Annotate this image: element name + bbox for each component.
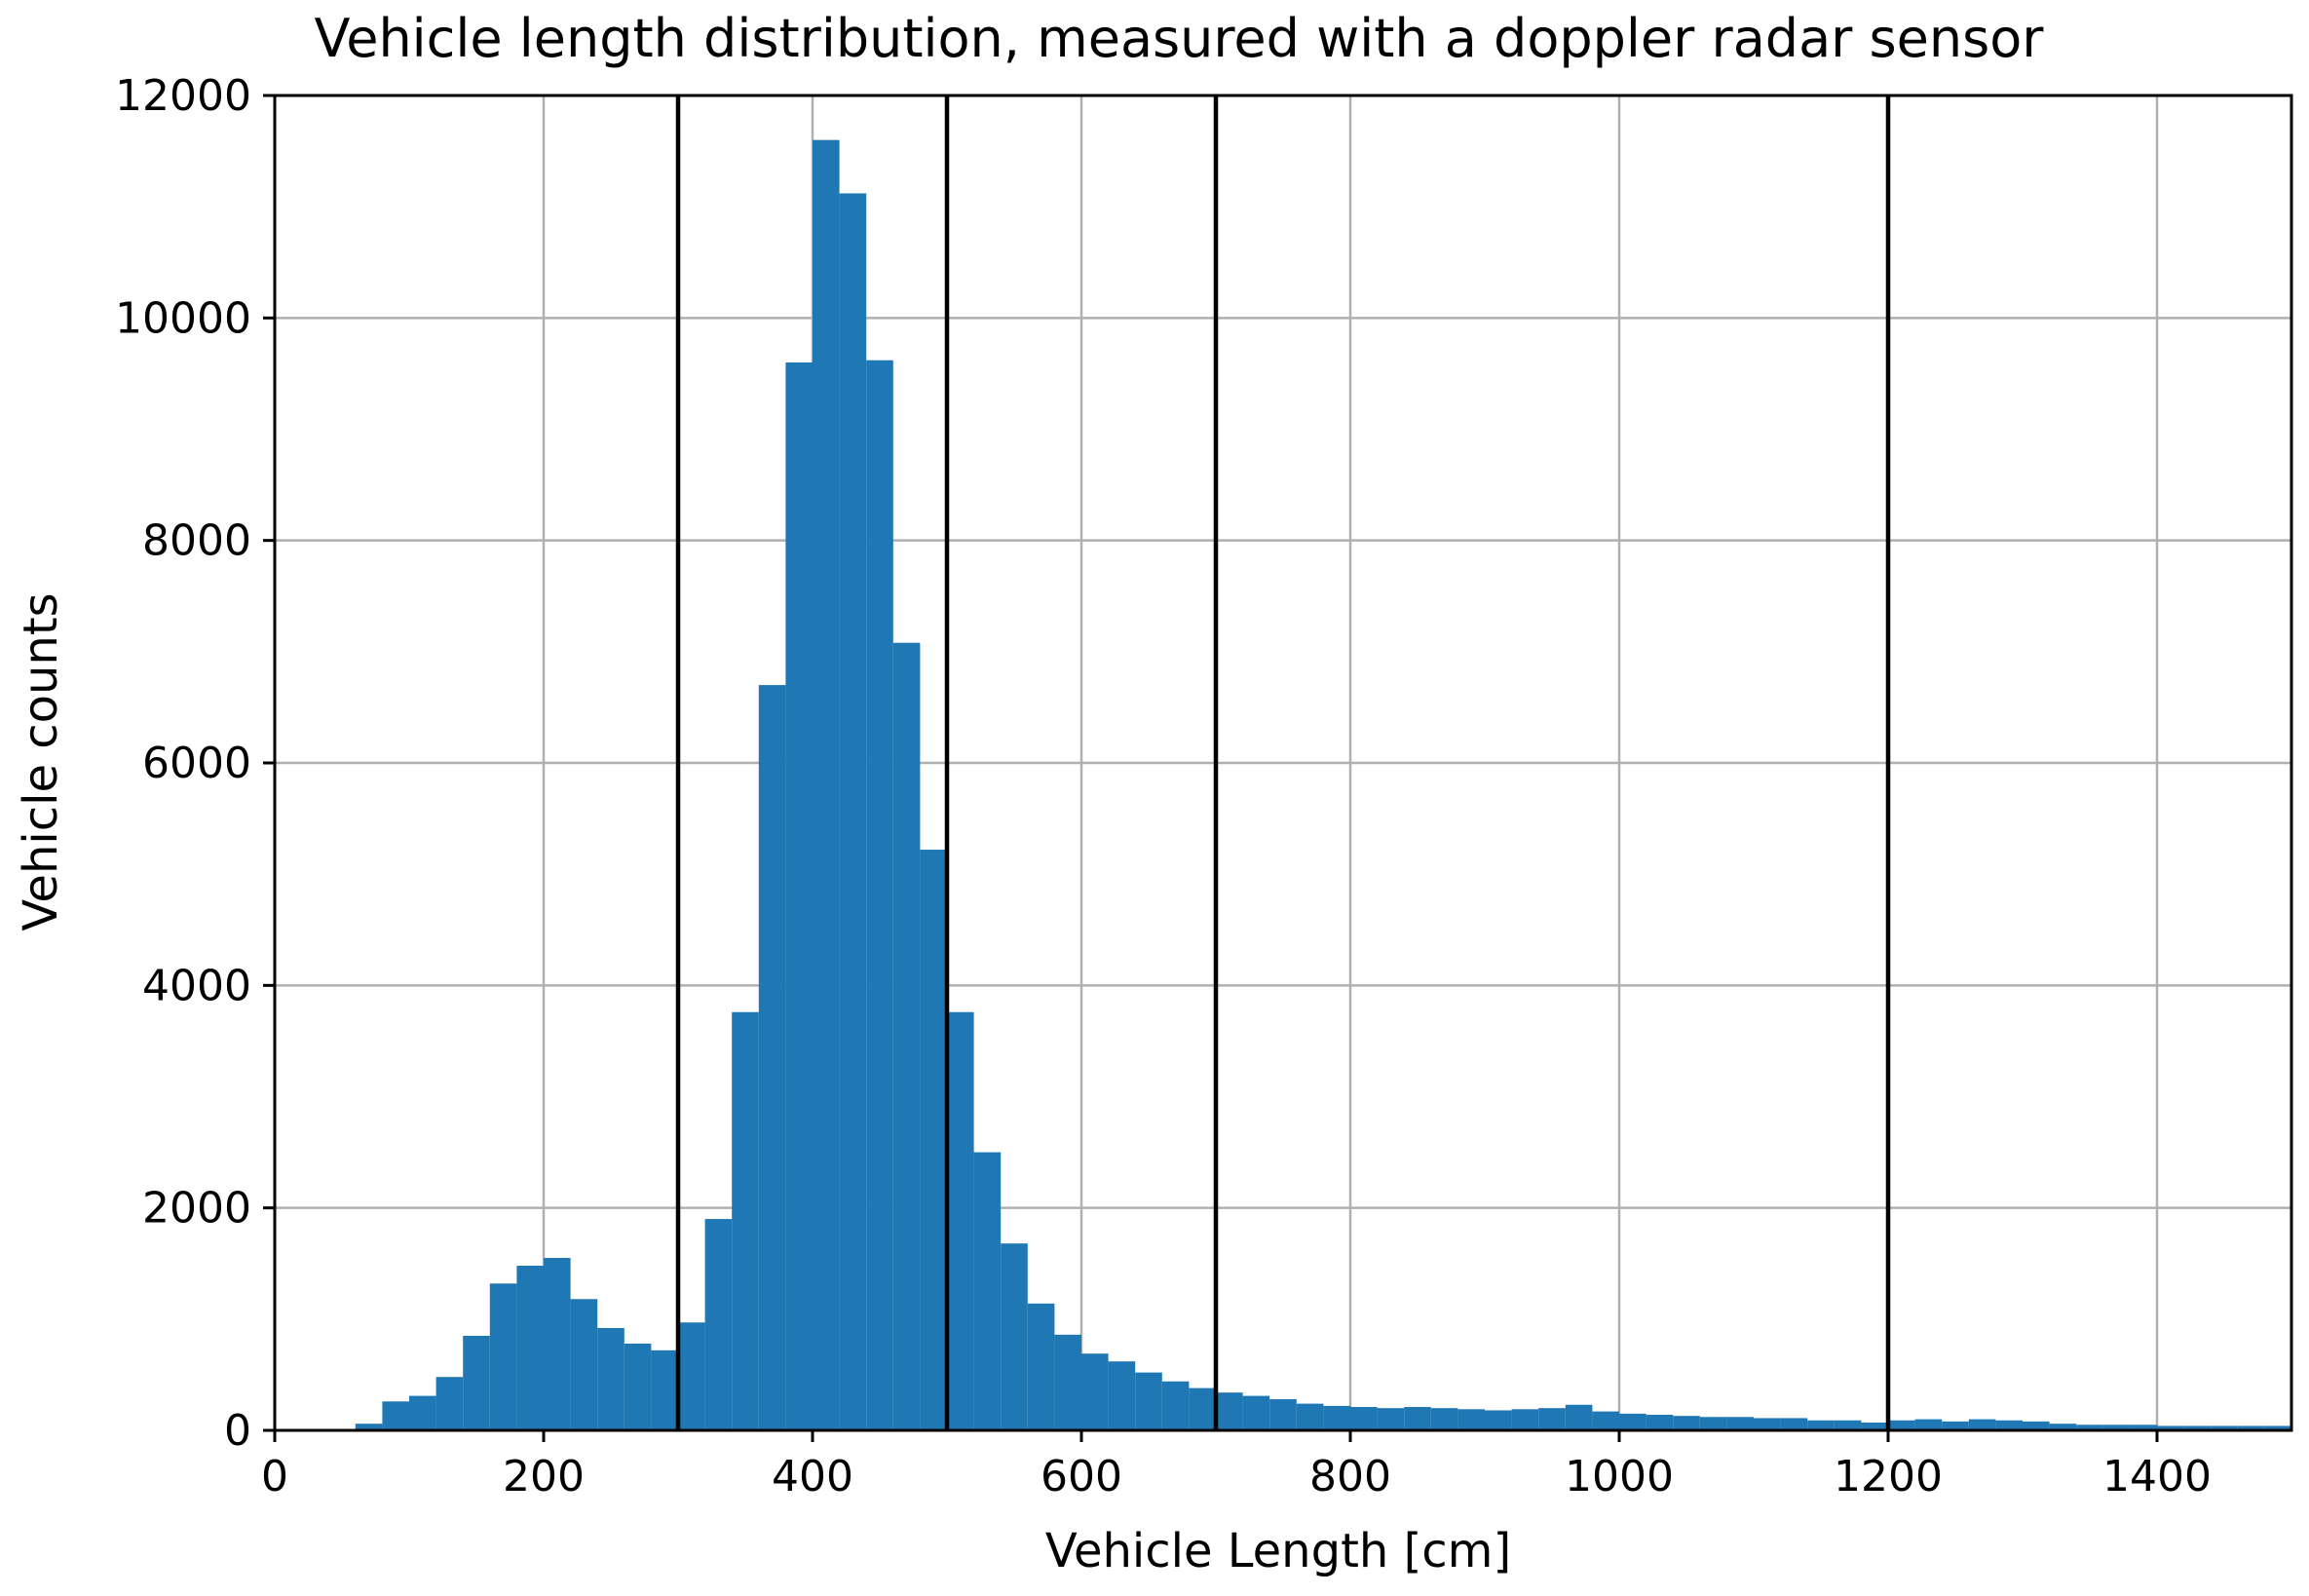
histogram-bar [732,1011,759,1430]
histogram-bar [1699,1417,1727,1430]
histogram-bar [1377,1408,1405,1430]
histogram-bar [1216,1392,1243,1430]
histogram-bar [1081,1353,1109,1430]
histogram-bar [839,193,867,1430]
x-axis-label: Vehicle Length [cm] [1045,1524,1511,1578]
histogram-bar [813,139,840,1431]
histogram-bar [2023,1421,2050,1430]
histogram-bar [1430,1408,1458,1430]
histogram-bar [785,362,813,1430]
histogram-bar [1565,1404,1593,1430]
histogram-bar [489,1283,517,1430]
histogram-bar [382,1401,409,1430]
histogram-bar [2157,1425,2184,1430]
histogram-bar [1242,1395,1270,1430]
histogram-bar [1108,1361,1136,1430]
y-axis-ticks: 0 2000 4000 6000 8000 10000 12000 [115,71,275,1456]
histogram-bar [1485,1410,1512,1430]
grid-lines [273,94,2291,1432]
histogram-bar [947,1011,974,1430]
histogram-bar [570,1299,598,1430]
histogram-bar [1323,1405,1350,1430]
y-tick-label: 2000 [142,1184,251,1234]
histogram-bar [892,642,921,1430]
y-tick-label: 10000 [115,293,251,343]
y-tick-label: 4000 [142,961,251,1010]
x-tick-label: 1200 [1834,1452,1943,1501]
histogram-bar [409,1395,436,1430]
histogram-bar [1054,1334,1081,1430]
histogram-bar [1027,1303,1055,1430]
y-tick-label: 6000 [142,739,251,788]
histogram-bar [624,1343,652,1430]
threshold-lines [675,95,1891,1430]
histogram-bar [1726,1417,1754,1430]
x-tick-label: 400 [772,1452,853,1501]
histogram-bar [1673,1416,1700,1430]
histogram-bar [544,1258,571,1430]
histogram-bar [2130,1425,2157,1430]
histogram-bar [2211,1425,2238,1430]
histogram-bar [2102,1425,2131,1430]
histogram-bar [973,1152,1002,1430]
histogram-bar [1619,1413,1647,1430]
histogram-bar [1780,1418,1808,1430]
x-tick-label: 1000 [1565,1452,1674,1501]
histogram-bar [2237,1425,2265,1430]
histogram-bar [1404,1407,1431,1430]
histogram-bar [516,1266,544,1430]
histogram-bar [1888,1420,1915,1430]
histogram-bar [1914,1419,1943,1430]
histogram-bar [1834,1420,1862,1430]
histogram-bar [1968,1419,1996,1430]
histogram-bar [1457,1409,1485,1430]
y-axis-label: Vehicle counts [14,592,68,931]
histogram-bar [704,1219,733,1430]
y-tick-label: 0 [224,1406,251,1456]
histogram-bar [920,850,947,1430]
histogram-bar [1942,1421,1969,1430]
histogram-bar [1161,1381,1190,1430]
histogram-bar [1807,1420,1835,1430]
histogram-bar [1296,1403,1324,1430]
histogram-bar [463,1335,490,1430]
histogram-bar [1135,1372,1162,1430]
histogram-bar [1511,1409,1539,1430]
x-tick-label: 0 [261,1452,288,1501]
histogram-bar [1350,1407,1378,1430]
x-tick-label: 800 [1309,1452,1391,1501]
x-axis-ticks: 0 200 400 600 800 1000 1200 1400 [261,1430,2212,1501]
histogram-bar [1995,1420,2023,1430]
histogram-bar [758,685,786,1430]
y-tick-label: 12000 [115,71,251,121]
chart-title: Vehicle length distribution, measured wi… [314,8,2044,69]
histogram-bar [1189,1387,1216,1430]
histogram-bar [2049,1424,2077,1430]
histogram-bar [435,1377,464,1430]
histogram-bar [1538,1408,1566,1430]
histogram-bar [1269,1399,1297,1430]
histogram-bar [1861,1423,1888,1430]
histogram-bar [678,1322,705,1430]
y-tick-label: 8000 [142,516,251,566]
histogram-bar [651,1349,678,1430]
histogram-bar [2076,1425,2103,1430]
histogram-bars [355,139,2291,1431]
histogram-bar [2183,1425,2212,1430]
x-tick-label: 200 [503,1452,585,1501]
histogram-bar [355,1424,383,1430]
histogram-bar [2264,1425,2291,1430]
x-tick-label: 1400 [2102,1452,2212,1501]
histogram-bar [597,1327,625,1430]
x-tick-label: 600 [1041,1452,1122,1501]
histogram-bar [866,360,893,1430]
histogram-bar [1646,1415,1674,1430]
histogram-bar [1754,1418,1781,1430]
histogram-bar [1592,1411,1619,1430]
histogram-bar [1001,1243,1028,1430]
